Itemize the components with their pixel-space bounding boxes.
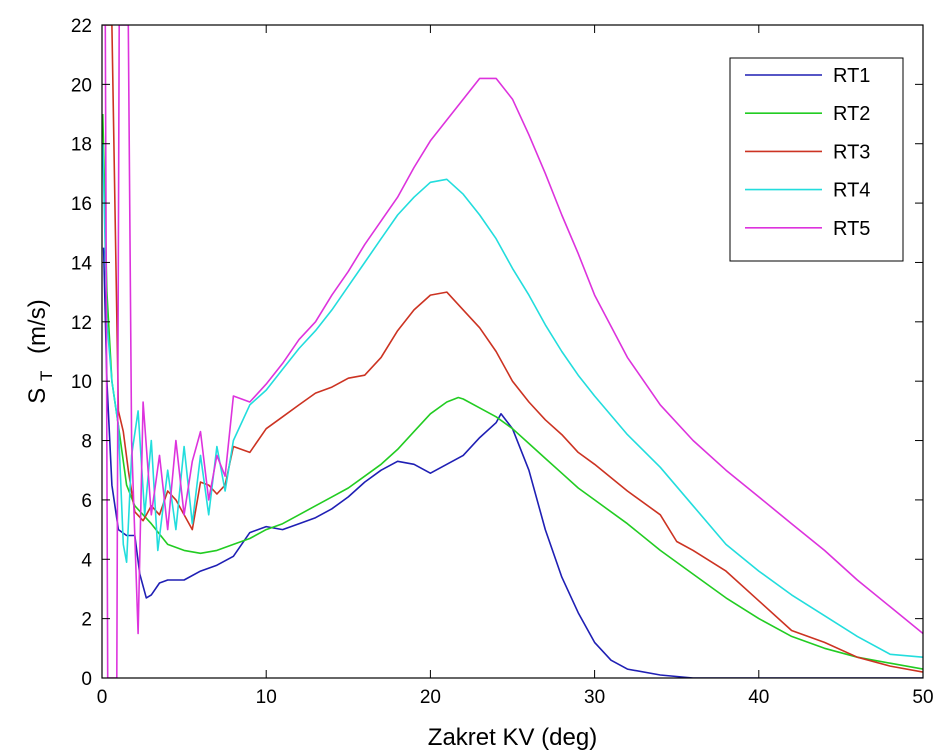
y-tick-label: 4 — [81, 550, 92, 571]
y-tick-label: 16 — [71, 194, 92, 215]
y-tick-label: 14 — [71, 253, 93, 274]
x-tick-label: 30 — [584, 687, 605, 708]
x-tick-label: 0 — [97, 687, 108, 708]
x-tick-label: 10 — [256, 687, 277, 708]
y-tick-label: 22 — [71, 16, 92, 37]
y-tick-label: 20 — [71, 75, 92, 96]
legend: RT1 RT2 RT3 RT4 RT5 — [729, 57, 904, 262]
legend-label-rt2: RT2 — [833, 103, 870, 125]
x-tick-label: 40 — [748, 687, 769, 708]
y-tick-label: 6 — [81, 491, 92, 512]
y-axis-label-subscript: T — [37, 371, 56, 381]
series-line-rt1 — [102, 247, 923, 678]
legend-frame — [729, 57, 904, 262]
axis-ticks: 0 10 20 30 40 50 0 2 4 6 8 10 12 14 16 18 20 22 — [71, 16, 934, 708]
y-tick-label: 18 — [71, 135, 92, 156]
y-tick-label: 2 — [81, 610, 92, 631]
legend-label-rt4: RT4 — [833, 180, 870, 202]
series-line-rt2 — [102, 113, 923, 670]
y-tick-label: 12 — [71, 313, 92, 334]
plot-lines — [102, 25, 923, 678]
y-tick-label: 8 — [81, 432, 92, 453]
series-line-rt3 — [103, 25, 923, 673]
x-tick-label: 20 — [420, 687, 441, 708]
axes-frame — [101, 24, 924, 679]
x-axis-label: Zakret KV (deg) — [428, 724, 597, 751]
x-tick-label: 50 — [912, 687, 933, 708]
series-line-rt5 — [102, 25, 923, 678]
legend-label-rt5: RT5 — [833, 218, 870, 240]
legend-label-rt3: RT3 — [833, 141, 870, 163]
legend-label-rt1: RT1 — [833, 65, 870, 87]
y-axis-label-symbol: S — [24, 388, 51, 404]
y-axis-label-unit: (m/s) — [24, 299, 51, 354]
y-axis-label: S T (m/s) — [24, 299, 58, 403]
y-tick-label: 10 — [71, 372, 92, 393]
y-tick-label: 0 — [81, 669, 92, 690]
